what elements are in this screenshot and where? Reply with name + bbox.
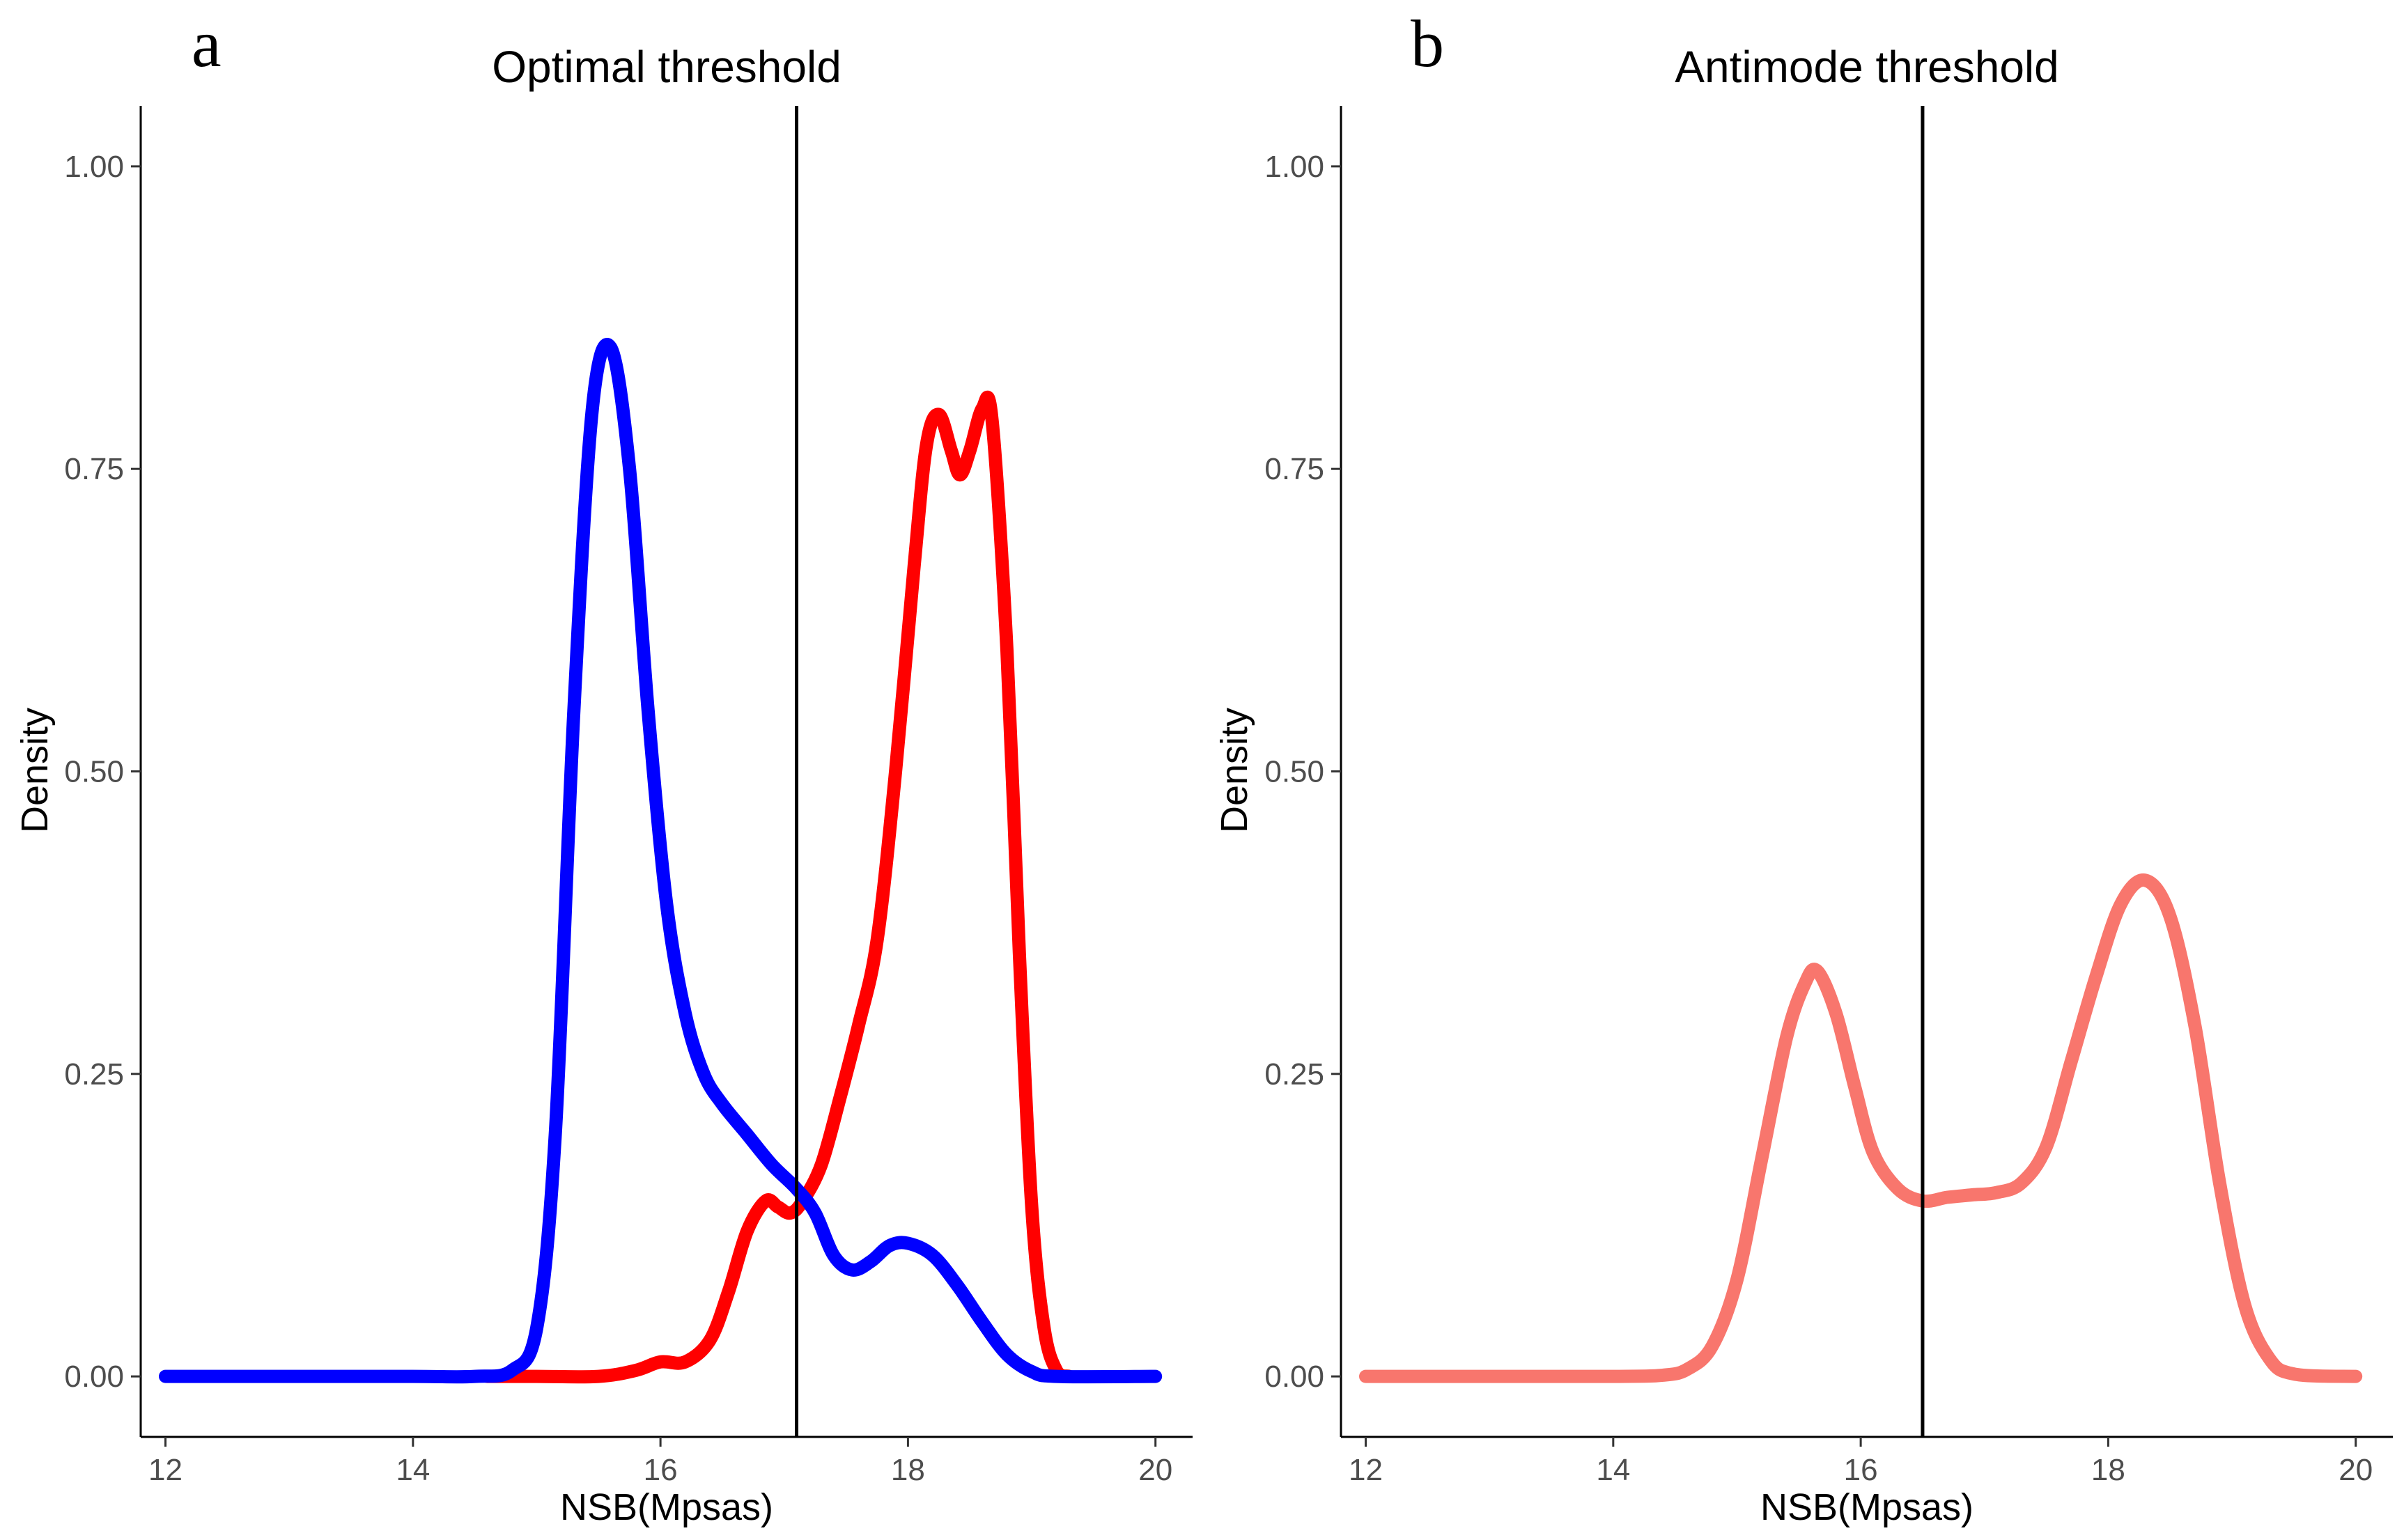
panel-a-letter: a	[192, 6, 222, 81]
panel-b-x-tick-label: 18	[2091, 1453, 2125, 1487]
panel-a-plot: 0.00 0.25 0.50 0.75 1.00 12 14 16 18 20	[64, 106, 1193, 1487]
panel-b-title: Antimode threshold	[1675, 42, 2058, 92]
panel-b-ylabel: Density	[1213, 708, 1255, 833]
panel-a-y-tick-label: 0.50	[64, 755, 124, 789]
panel-a: a Optimal threshold 0.00 0.25 0.50 0.75 1.00…	[14, 6, 1193, 1528]
panel-a-y-tick-label: 0.00	[64, 1360, 124, 1394]
panel-a-x-tick-label: 16	[644, 1453, 678, 1487]
panel-a-series-red	[480, 390, 1076, 1384]
panel-a-y-tick-label: 0.75	[64, 452, 124, 486]
panel-b: b Antimode threshold 0.00 0.25 0.50 0.75 1.0…	[1213, 6, 2393, 1528]
panel-a-title: Optimal threshold	[492, 42, 842, 92]
panel-b-y-tick-label: 0.00	[1264, 1360, 1324, 1394]
panel-a-x-tick-label: 20	[1138, 1453, 1172, 1487]
panel-a-x-tick-label: 14	[396, 1453, 430, 1487]
panel-b-xlabel: NSB(Mpsas)	[1760, 1486, 1973, 1528]
panel-a-y-tick-label: 1.00	[64, 150, 124, 184]
panel-b-x-tick-label: 14	[1596, 1453, 1630, 1487]
panel-b-x-tick-label: 20	[2339, 1453, 2373, 1487]
panel-a-x-tick-label: 18	[891, 1453, 925, 1487]
panel-a-ylabel: Density	[14, 708, 56, 833]
panel-b-y-tick-label: 0.50	[1264, 755, 1324, 789]
panel-b-plot: 0.00 0.25 0.50 0.75 1.00 12 14 16 18 20	[1264, 106, 2393, 1487]
panel-b-y-tick-label: 0.75	[1264, 452, 1324, 486]
panel-b-letter: b	[1411, 6, 1444, 81]
panel-b-y-tick-label: 0.25	[1264, 1057, 1324, 1091]
panel-a-y-tick-label: 0.25	[64, 1057, 124, 1091]
panel-a-xlabel: NSB(Mpsas)	[560, 1486, 773, 1528]
panel-a-x-tick-label: 12	[148, 1453, 183, 1487]
panel-b-series-density	[1359, 873, 2363, 1383]
panel-a-series-blue	[159, 338, 1163, 1384]
panel-b-x-tick-label: 12	[1349, 1453, 1383, 1487]
panel-b-y-tick-label: 1.00	[1264, 150, 1324, 184]
panel-b-x-tick-label: 16	[1844, 1453, 1878, 1487]
